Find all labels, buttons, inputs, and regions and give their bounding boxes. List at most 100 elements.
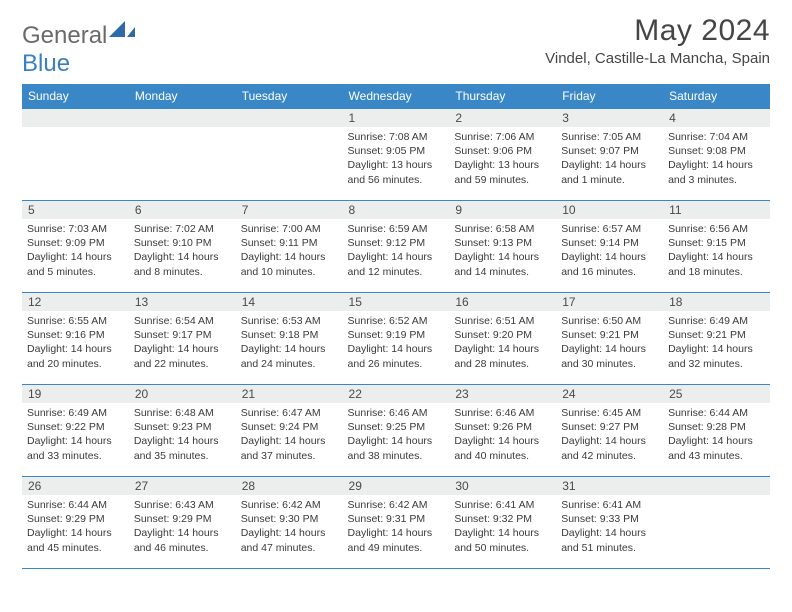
day-body: Sunrise: 6:52 AMSunset: 9:19 PMDaylight:… <box>343 311 450 375</box>
day-body: Sunrise: 6:59 AMSunset: 9:12 PMDaylight:… <box>343 219 450 283</box>
day-number: 17 <box>556 293 663 311</box>
day-body: Sunrise: 6:49 AMSunset: 9:21 PMDaylight:… <box>663 311 770 375</box>
calendar-cell: 8Sunrise: 6:59 AMSunset: 9:12 PMDaylight… <box>343 201 450 293</box>
day-body: Sunrise: 6:44 AMSunset: 9:29 PMDaylight:… <box>22 495 129 559</box>
calendar-cell <box>663 477 770 569</box>
sunrise-line: Sunrise: 6:47 AM <box>241 406 338 420</box>
sunset-line: Sunset: 9:19 PM <box>348 328 445 342</box>
calendar-cell: 3Sunrise: 7:05 AMSunset: 9:07 PMDaylight… <box>556 109 663 201</box>
dayhead-sun: Sunday <box>22 84 129 109</box>
sunrise-line: Sunrise: 6:58 AM <box>454 222 551 236</box>
sunrise-line: Sunrise: 6:42 AM <box>241 498 338 512</box>
sunrise-line: Sunrise: 6:56 AM <box>668 222 765 236</box>
calendar-table: Sunday Monday Tuesday Wednesday Thursday… <box>22 84 770 569</box>
sunrise-line: Sunrise: 6:45 AM <box>561 406 658 420</box>
daylight-line: Daylight: 14 hours and 43 minutes. <box>668 434 765 462</box>
sunrise-line: Sunrise: 6:44 AM <box>668 406 765 420</box>
sunset-line: Sunset: 9:17 PM <box>134 328 231 342</box>
sunset-line: Sunset: 9:24 PM <box>241 420 338 434</box>
calendar-cell: 26Sunrise: 6:44 AMSunset: 9:29 PMDayligh… <box>22 477 129 569</box>
daylight-line: Daylight: 14 hours and 22 minutes. <box>134 342 231 370</box>
sunset-line: Sunset: 9:21 PM <box>668 328 765 342</box>
day-body: Sunrise: 6:45 AMSunset: 9:27 PMDaylight:… <box>556 403 663 467</box>
day-number: 29 <box>343 477 450 495</box>
calendar-cell: 13Sunrise: 6:54 AMSunset: 9:17 PMDayligh… <box>129 293 236 385</box>
calendar-cell: 23Sunrise: 6:46 AMSunset: 9:26 PMDayligh… <box>449 385 556 477</box>
day-number: 3 <box>556 109 663 127</box>
calendar-cell: 2Sunrise: 7:06 AMSunset: 9:06 PMDaylight… <box>449 109 556 201</box>
day-number: 28 <box>236 477 343 495</box>
logo-word-general: General <box>22 22 107 49</box>
sunset-line: Sunset: 9:31 PM <box>348 512 445 526</box>
day-body: Sunrise: 6:55 AMSunset: 9:16 PMDaylight:… <box>22 311 129 375</box>
location: Vindel, Castille-La Mancha, Spain <box>545 50 770 67</box>
day-number: 12 <box>22 293 129 311</box>
sunrise-line: Sunrise: 6:44 AM <box>27 498 124 512</box>
day-body: Sunrise: 7:04 AMSunset: 9:08 PMDaylight:… <box>663 127 770 191</box>
day-body: Sunrise: 6:41 AMSunset: 9:32 PMDaylight:… <box>449 495 556 559</box>
dayhead-wed: Wednesday <box>343 84 450 109</box>
day-number: 2 <box>449 109 556 127</box>
day-number: 24 <box>556 385 663 403</box>
logo: General Blue <box>22 14 135 78</box>
title-block: May 2024 Vindel, Castille-La Mancha, Spa… <box>545 14 770 67</box>
calendar-cell: 5Sunrise: 7:03 AMSunset: 9:09 PMDaylight… <box>22 201 129 293</box>
calendar-cell: 24Sunrise: 6:45 AMSunset: 9:27 PMDayligh… <box>556 385 663 477</box>
sunrise-line: Sunrise: 6:42 AM <box>348 498 445 512</box>
sunset-line: Sunset: 9:26 PM <box>454 420 551 434</box>
header: General Blue May 2024 Vindel, Castille-L… <box>22 14 770 78</box>
day-number: 9 <box>449 201 556 219</box>
day-body: Sunrise: 6:43 AMSunset: 9:29 PMDaylight:… <box>129 495 236 559</box>
daylight-line: Daylight: 14 hours and 46 minutes. <box>134 526 231 554</box>
day-body: Sunrise: 6:42 AMSunset: 9:30 PMDaylight:… <box>236 495 343 559</box>
month-title: May 2024 <box>545 14 770 48</box>
day-body: Sunrise: 7:05 AMSunset: 9:07 PMDaylight:… <box>556 127 663 191</box>
daylight-line: Daylight: 14 hours and 35 minutes. <box>134 434 231 462</box>
calendar-row: 19Sunrise: 6:49 AMSunset: 9:22 PMDayligh… <box>22 385 770 477</box>
daylight-line: Daylight: 13 hours and 56 minutes. <box>348 158 445 186</box>
day-number: 15 <box>343 293 450 311</box>
daylight-line: Daylight: 14 hours and 47 minutes. <box>241 526 338 554</box>
sunset-line: Sunset: 9:20 PM <box>454 328 551 342</box>
day-number: 31 <box>556 477 663 495</box>
sunset-line: Sunset: 9:13 PM <box>454 236 551 250</box>
day-body: Sunrise: 6:42 AMSunset: 9:31 PMDaylight:… <box>343 495 450 559</box>
calendar-cell: 16Sunrise: 6:51 AMSunset: 9:20 PMDayligh… <box>449 293 556 385</box>
day-body: Sunrise: 6:46 AMSunset: 9:25 PMDaylight:… <box>343 403 450 467</box>
day-number: 30 <box>449 477 556 495</box>
day-body: Sunrise: 7:03 AMSunset: 9:09 PMDaylight:… <box>22 219 129 283</box>
day-number: 13 <box>129 293 236 311</box>
logo-text: General Blue <box>22 22 135 78</box>
day-number: 23 <box>449 385 556 403</box>
calendar-cell <box>236 109 343 201</box>
daylight-line: Daylight: 14 hours and 45 minutes. <box>27 526 124 554</box>
day-body: Sunrise: 6:51 AMSunset: 9:20 PMDaylight:… <box>449 311 556 375</box>
day-body: Sunrise: 6:50 AMSunset: 9:21 PMDaylight:… <box>556 311 663 375</box>
daylight-line: Daylight: 14 hours and 30 minutes. <box>561 342 658 370</box>
sunset-line: Sunset: 9:06 PM <box>454 144 551 158</box>
sunset-line: Sunset: 9:29 PM <box>134 512 231 526</box>
calendar-cell: 14Sunrise: 6:53 AMSunset: 9:18 PMDayligh… <box>236 293 343 385</box>
sunset-line: Sunset: 9:25 PM <box>348 420 445 434</box>
sunset-line: Sunset: 9:16 PM <box>27 328 124 342</box>
day-number: 1 <box>343 109 450 127</box>
calendar-cell: 18Sunrise: 6:49 AMSunset: 9:21 PMDayligh… <box>663 293 770 385</box>
sunrise-line: Sunrise: 7:00 AM <box>241 222 338 236</box>
sunset-line: Sunset: 9:10 PM <box>134 236 231 250</box>
sunset-line: Sunset: 9:07 PM <box>561 144 658 158</box>
day-number: 18 <box>663 293 770 311</box>
sunset-line: Sunset: 9:18 PM <box>241 328 338 342</box>
day-number: 14 <box>236 293 343 311</box>
daylight-line: Daylight: 14 hours and 40 minutes. <box>454 434 551 462</box>
calendar-cell: 31Sunrise: 6:41 AMSunset: 9:33 PMDayligh… <box>556 477 663 569</box>
daylight-line: Daylight: 14 hours and 16 minutes. <box>561 250 658 278</box>
calendar-row: 1Sunrise: 7:08 AMSunset: 9:05 PMDaylight… <box>22 109 770 201</box>
sunrise-line: Sunrise: 7:04 AM <box>668 130 765 144</box>
sunset-line: Sunset: 9:09 PM <box>27 236 124 250</box>
calendar-cell: 25Sunrise: 6:44 AMSunset: 9:28 PMDayligh… <box>663 385 770 477</box>
dayhead-fri: Friday <box>556 84 663 109</box>
day-number-empty <box>236 109 343 127</box>
sunrise-line: Sunrise: 6:43 AM <box>134 498 231 512</box>
daylight-line: Daylight: 14 hours and 38 minutes. <box>348 434 445 462</box>
sunset-line: Sunset: 9:05 PM <box>348 144 445 158</box>
